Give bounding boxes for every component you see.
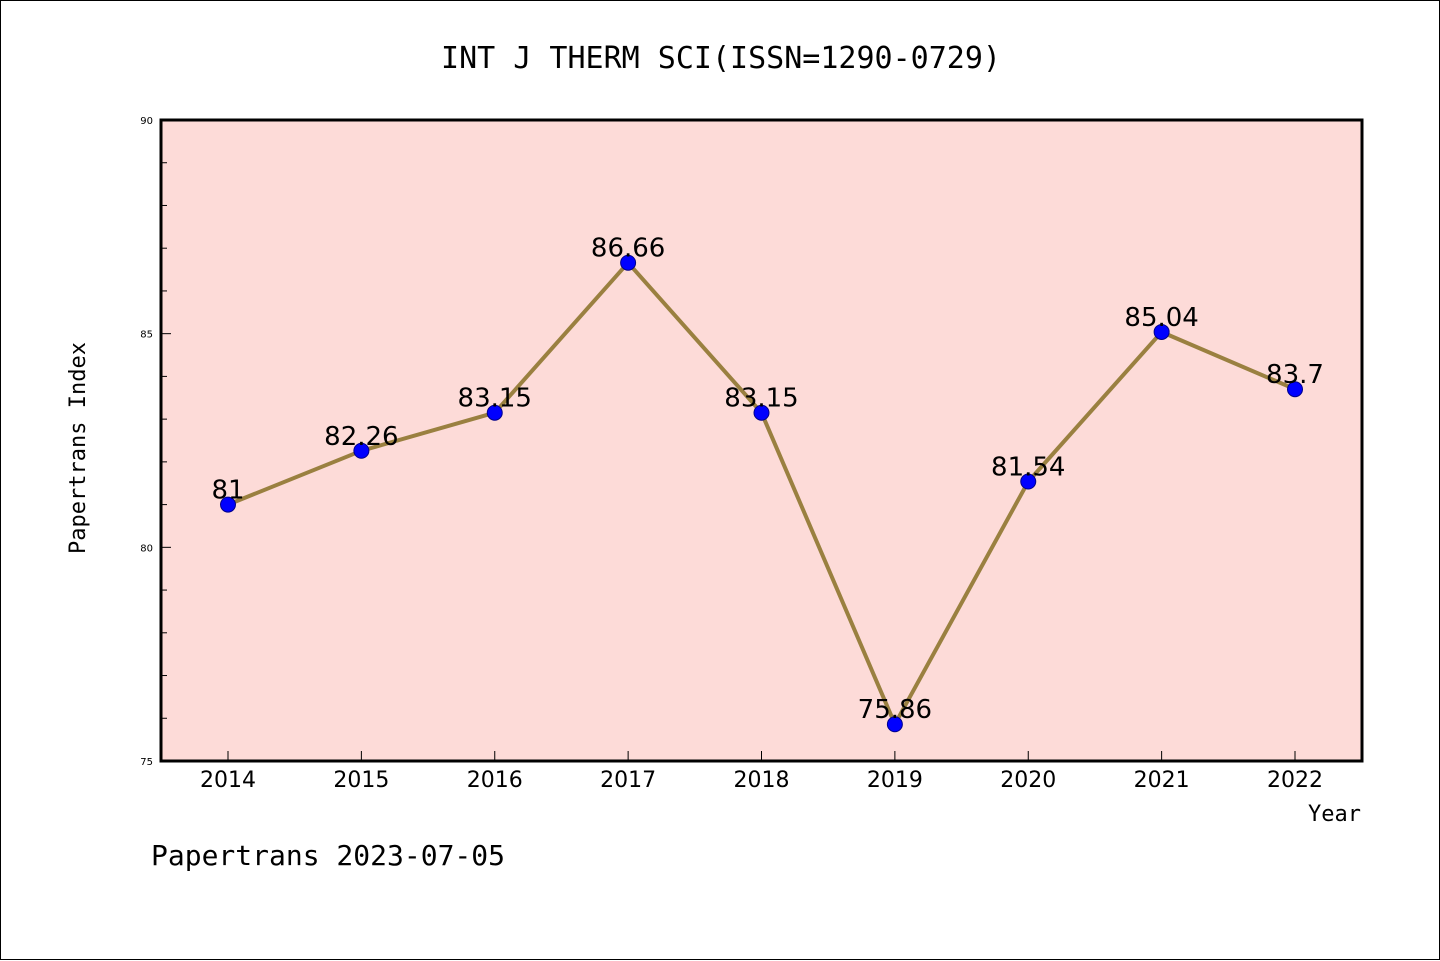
y-tick-label: 90 (140, 116, 153, 127)
x-tick-label: 2017 (600, 768, 656, 793)
data-label: 81.54 (991, 453, 1065, 483)
chart-title: INT J THERM SCI(ISSN=1290-0729) (441, 41, 1001, 76)
y-tick-label: 75 (140, 757, 153, 768)
data-label: 83.15 (458, 384, 532, 414)
data-point (1153, 323, 1170, 340)
data-point (353, 442, 370, 459)
x-tick-label: 2016 (467, 768, 523, 793)
data-point (620, 254, 637, 271)
data-point (220, 496, 236, 513)
x-tick-label: 2020 (1000, 768, 1056, 793)
data-label: 83.15 (724, 384, 798, 414)
data-label: 75.86 (858, 695, 932, 725)
y-tick-label: 85 (140, 330, 153, 341)
data-point (886, 716, 903, 733)
data-label: 82.26 (324, 422, 398, 452)
x-tick-label: 2019 (867, 768, 923, 793)
x-axis: 2014 2015 2016 2017 2018 2019 2020 2021 2022 (200, 751, 1323, 793)
data-point (486, 404, 503, 421)
series (220, 254, 1303, 733)
data-labels: 81 82.26 83.15 86.66 83.15 75.86 81.54 85.04 83.… (211, 234, 1323, 726)
x-axis-label: Year (1308, 802, 1361, 827)
data-label: 81 (211, 476, 244, 506)
footer-text: Papertrans 2023-07-05 (151, 839, 505, 872)
x-tick-label: 2014 (200, 768, 256, 793)
data-point (753, 404, 770, 421)
plot-area (159, 118, 1364, 763)
data-point (1020, 473, 1037, 490)
x-tick-label: 2021 (1134, 768, 1190, 793)
data-point (1287, 381, 1303, 398)
data-label: 86.66 (591, 234, 665, 264)
x-tick-label: 2015 (333, 768, 389, 793)
y-tick-label: 80 (140, 543, 153, 554)
x-tick-label: 2022 (1267, 768, 1323, 793)
x-tick-label: 2018 (734, 768, 790, 793)
data-label: 85.04 (1124, 303, 1198, 333)
data-label: 83.7 (1266, 360, 1324, 390)
y-axis-label: Papertrans Index (66, 342, 91, 554)
y-axis: 75 80 85 90 (140, 116, 171, 768)
